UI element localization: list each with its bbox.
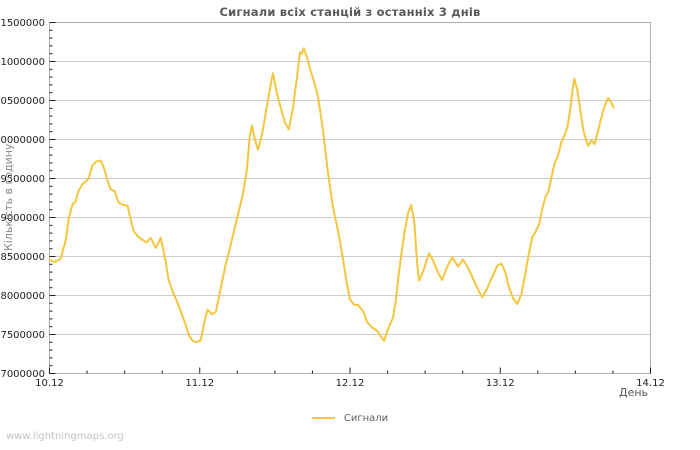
x-tick-label: 12.12 <box>336 378 365 389</box>
y-tick-label: 9500000 <box>0 174 45 185</box>
y-tick-label: 10000000 <box>0 135 45 146</box>
x-tick-label: 11.12 <box>185 378 214 389</box>
x-tick-label: 14.12 <box>636 378 665 389</box>
legend: Сигнали <box>0 411 700 425</box>
plot-border <box>49 22 651 374</box>
y-tick-label: 11000000 <box>0 57 45 68</box>
x-tick-label: 13.12 <box>486 378 515 389</box>
y-tick-label: 10500000 <box>0 96 45 107</box>
y-axis-title: Кількість в годину <box>2 143 15 252</box>
x-axis-title: День <box>618 386 648 399</box>
legend-line-swatch <box>311 417 335 419</box>
watermark-url: www.lightningmaps.org <box>6 431 124 442</box>
y-tick-label: 7500000 <box>0 330 45 341</box>
y-tick-label: 9000000 <box>0 213 45 224</box>
x-tick-label: 10.12 <box>35 378 64 389</box>
chart-title: Сигнали всіх станцій з останніх 3 днів <box>219 5 481 19</box>
y-tick-label: 11500000 <box>0 18 45 29</box>
series-line-signals <box>48 47 615 344</box>
y-tick-label: 8500000 <box>0 252 45 263</box>
y-tick-label: 8000000 <box>0 291 45 302</box>
legend-label: Сигнали <box>343 412 389 424</box>
y-tick-label: 7000000 <box>0 369 45 380</box>
